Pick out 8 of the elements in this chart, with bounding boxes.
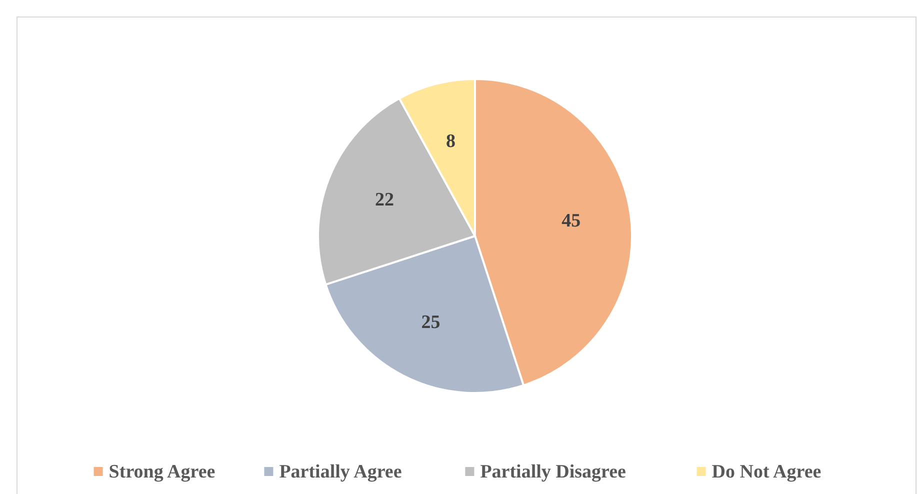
data-label: 25 (421, 312, 440, 334)
legend-label: Strong Agree (108, 462, 216, 482)
legend-label: Do Not Agree (712, 462, 822, 482)
data-label: 8 (446, 131, 456, 152)
data-label: 45 (562, 210, 581, 232)
legend-label: Partially Disagree (480, 462, 626, 482)
legend-label: Partially Agree (279, 462, 402, 482)
data-label: 22 (374, 190, 394, 211)
